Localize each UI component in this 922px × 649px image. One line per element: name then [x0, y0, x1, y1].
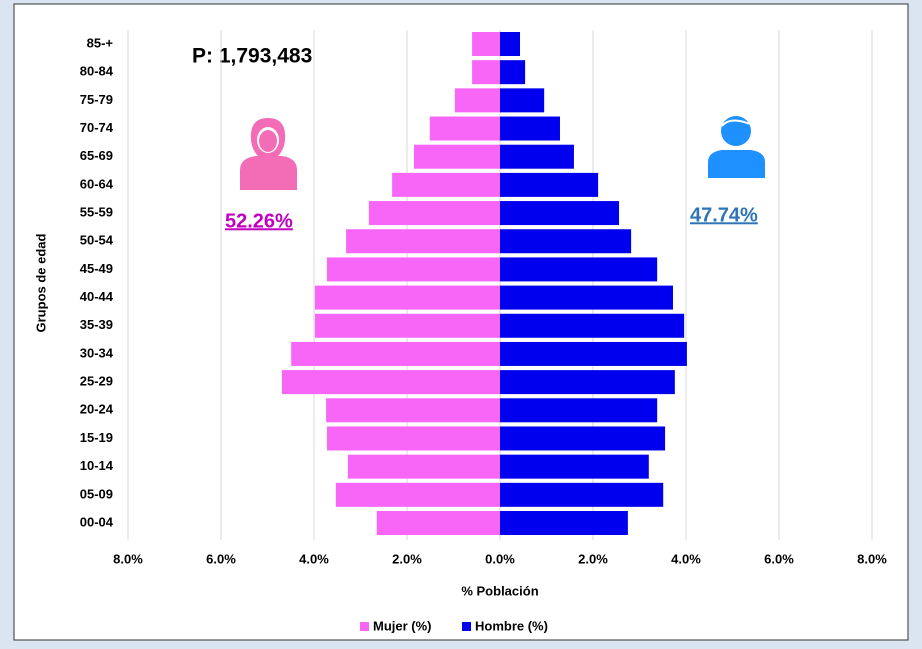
bar: [368, 201, 500, 226]
bar: [326, 398, 500, 423]
x-tick-label: 6.0%: [764, 551, 794, 566]
y-tick-label: 10-14: [80, 458, 114, 473]
bar: [500, 144, 574, 169]
bar: [500, 454, 649, 479]
bar: [500, 482, 664, 507]
legend-label: Mujer (%): [373, 618, 432, 633]
bar: [327, 426, 500, 451]
y-tick-label: 70-74: [80, 120, 114, 135]
female-share: 52.26%: [225, 210, 293, 232]
bar: [500, 257, 658, 282]
y-tick-label: 15-19: [80, 430, 113, 445]
bar: [500, 313, 685, 338]
y-tick-label: 75-79: [80, 92, 113, 107]
bar: [413, 144, 500, 169]
legend-label: Hombre (%): [475, 618, 548, 633]
y-tick-label: 85-+: [87, 35, 114, 50]
bar: [392, 172, 500, 197]
y-tick-label: 05-09: [80, 486, 113, 501]
y-tick-label: 80-84: [80, 64, 114, 79]
y-axis-label: Grupos de edad: [33, 233, 48, 332]
bar: [500, 398, 658, 423]
x-tick-label: 4.0%: [299, 551, 329, 566]
bar: [429, 116, 500, 141]
bar: [314, 285, 500, 310]
x-tick-label: 6.0%: [206, 551, 236, 566]
bar: [500, 116, 560, 141]
bar: [314, 313, 500, 338]
bar: [281, 370, 500, 395]
x-tick-label: 2.0%: [392, 551, 422, 566]
bar: [376, 511, 500, 535]
bar: [327, 257, 500, 282]
female-icon: [240, 118, 297, 190]
bar: [500, 60, 526, 85]
bar: [500, 172, 599, 197]
x-tick-label: 8.0%: [857, 551, 887, 566]
y-tick-label: 20-24: [80, 402, 114, 417]
x-tick-label: 2.0%: [578, 551, 608, 566]
y-tick-label: 55-59: [80, 204, 113, 219]
x-tick-label: 4.0%: [671, 551, 701, 566]
y-tick-label: 30-34: [80, 345, 114, 360]
y-tick-label: 45-49: [80, 261, 113, 276]
y-tick-label: 60-64: [80, 176, 114, 191]
bar: [500, 341, 687, 366]
bar: [291, 341, 500, 366]
male-icon: [708, 116, 765, 178]
x-tick-label: 0.0%: [485, 551, 515, 566]
x-tick-label: 8.0%: [113, 551, 143, 566]
y-tick-label: 35-39: [80, 317, 113, 332]
bar: [500, 229, 632, 254]
y-tick-label: 50-54: [80, 233, 114, 248]
bar: [500, 370, 675, 395]
bar: [335, 482, 500, 507]
bar: [346, 229, 500, 254]
x-axis-label: % Población: [461, 583, 538, 598]
bar: [500, 426, 666, 451]
bar: [347, 454, 500, 479]
bar: [500, 285, 673, 310]
bar: [500, 511, 628, 535]
total-annotation: P: 1,793,483: [192, 45, 312, 68]
bar: [500, 201, 620, 226]
bar: [472, 60, 500, 85]
male-share: 47.74%: [690, 204, 758, 226]
y-tick-label: 00-04: [80, 514, 114, 529]
bar: [500, 88, 545, 113]
y-tick-label: 40-44: [80, 289, 114, 304]
bar: [472, 32, 500, 56]
legend-swatch: [462, 622, 471, 631]
y-tick-label: 25-29: [80, 374, 113, 389]
bar: [454, 88, 500, 113]
legend-swatch: [360, 622, 369, 631]
bar: [500, 32, 520, 56]
y-tick-label: 65-69: [80, 148, 113, 163]
